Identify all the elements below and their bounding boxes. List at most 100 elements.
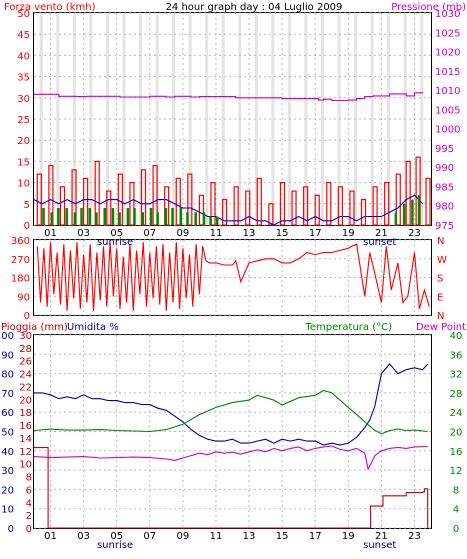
hour-band <box>320 14 324 224</box>
wind-speed-bar <box>36 173 42 226</box>
pressure-tick-label: 1025 <box>435 28 460 39</box>
wind-calm-bar <box>149 208 153 225</box>
hour-band <box>56 14 60 224</box>
wind-tick-label: 50 <box>17 9 30 20</box>
pressure-tick-label: 1010 <box>435 86 460 97</box>
wind-speed-bar <box>83 177 89 226</box>
humidity-tick-label: 10 <box>1 505 14 516</box>
rain-tick-label: 28 <box>19 344 32 355</box>
wind-calm-bar <box>156 212 159 225</box>
rain-tick-label: 24 <box>19 370 32 381</box>
direction-tick-label: 270 <box>11 255 30 266</box>
wind-tick-label: 20 <box>17 136 30 147</box>
wind-speed-bar <box>395 173 401 226</box>
wind-x-tick-label: 09 <box>177 228 190 239</box>
direction-tick-label: 360 <box>11 236 30 247</box>
pressure-axis-label: Pressione (mb) <box>391 2 466 13</box>
rain-tick-label: 12 <box>19 447 32 458</box>
direction-tick-label: 0 <box>24 311 30 322</box>
wind-calm-bar <box>73 212 77 225</box>
temperature-tick-label: 4 <box>453 505 459 516</box>
rain-tick-label: 0 <box>26 524 32 535</box>
temperature-tick-label: 24 <box>450 408 463 419</box>
rain-sunrise-label: sunrise <box>97 540 133 551</box>
humidity-tick-label: 30 <box>1 466 14 477</box>
wind-tick-label: 15 <box>17 157 30 168</box>
wind-tick-label: 5 <box>24 200 30 211</box>
wind-speed-bar <box>233 186 239 226</box>
wind-speed-bar <box>256 177 262 226</box>
wind-calm-bar <box>126 208 130 225</box>
pressure-tick-label: 1030 <box>435 9 460 20</box>
pressure-tick-label: 995 <box>435 144 454 155</box>
pressure-tick-label: 1020 <box>435 48 460 59</box>
temperature-tick-label: 0 <box>453 524 459 535</box>
wind-speed-bar <box>187 173 193 226</box>
hour-band <box>387 14 391 224</box>
wind-speed-bar <box>59 186 66 226</box>
direction-tick-label: 90 <box>17 292 30 303</box>
wind-calm-bar <box>95 212 98 225</box>
compass-tick-label: S <box>437 274 443 285</box>
humidity-tick-label: 20 <box>1 485 14 496</box>
humidity-tick-label: 40 <box>1 447 14 458</box>
compass-tick-label: N <box>437 311 444 322</box>
wind-speed-bar <box>198 194 205 226</box>
rain-line <box>34 447 429 529</box>
wind-direction-line <box>36 242 430 311</box>
chart-title: 24 hour graph day : 04 Luglio 2009 <box>166 2 343 13</box>
rain-x-tick-label: 17 <box>309 531 322 542</box>
wind-calm-bar <box>186 212 189 225</box>
wind-speed-bar <box>349 190 355 226</box>
rain-tick-label: 14 <box>19 434 32 445</box>
temperature-tick-label: 20 <box>450 428 463 439</box>
rain-tick-label: 20 <box>19 395 32 406</box>
compass-tick-label: N <box>437 236 444 247</box>
pressure-tick-label: 980 <box>435 202 454 213</box>
hour-band <box>420 14 424 224</box>
wind-speed-bar <box>268 203 274 226</box>
wind-x-tick-label: 15 <box>276 228 289 239</box>
rain-x-tick-label: 07 <box>143 531 156 542</box>
wind-speed-bar <box>372 186 378 226</box>
rain-x-tick-label: 03 <box>77 531 90 542</box>
temperature-tick-label: 8 <box>453 485 459 496</box>
wind-calm-bar <box>215 216 219 225</box>
dewpoint-axis-label: Dew Point <box>416 322 466 333</box>
wind-calm-bar <box>111 208 115 225</box>
temperature-axis-label: Temperatura (°C) <box>304 322 392 333</box>
humidity-tick-label: 0 <box>8 524 14 535</box>
hour-band <box>370 14 374 224</box>
wind-speed-bar <box>326 182 332 226</box>
wind-speed-bar <box>314 194 320 226</box>
wind-x-tick-label: 13 <box>243 228 256 239</box>
temperature-tick-label: 16 <box>450 447 463 458</box>
wind-speed-bar <box>210 182 216 226</box>
wind-calm-bar <box>417 195 421 225</box>
pressure-tick-label: 975 <box>435 221 454 232</box>
dewpoint-line <box>33 445 428 471</box>
wind-speed-bar <box>405 160 411 226</box>
wind-calm-bar <box>402 203 406 225</box>
wind-speed-bar <box>303 186 309 226</box>
wind-calm-bar <box>164 208 168 225</box>
wind-calm-bar <box>80 208 83 225</box>
direction-tick-label: 180 <box>11 274 30 285</box>
rain-x-tick-label: 11 <box>210 531 223 542</box>
rain-tick-label: 8 <box>26 473 32 484</box>
hour-band <box>122 14 126 224</box>
hour-band <box>205 14 209 224</box>
wind-tick-label: 40 <box>17 51 30 62</box>
temperature-tick-label: 28 <box>450 389 463 400</box>
wind-calm-bar <box>394 212 398 225</box>
rain-tick-label: 26 <box>19 357 32 368</box>
rain-temp-panel-frame <box>33 334 432 529</box>
wind-x-tick-label: 23 <box>408 228 421 239</box>
rain-x-tick-label: 01 <box>44 531 57 542</box>
pressure-tick-label: 1000 <box>435 125 460 136</box>
wind-speed-bar <box>129 182 135 226</box>
wind-speed-bar <box>279 182 286 226</box>
humidity-tick-label: 70 <box>1 389 14 400</box>
wind-calm-bar <box>118 212 121 225</box>
